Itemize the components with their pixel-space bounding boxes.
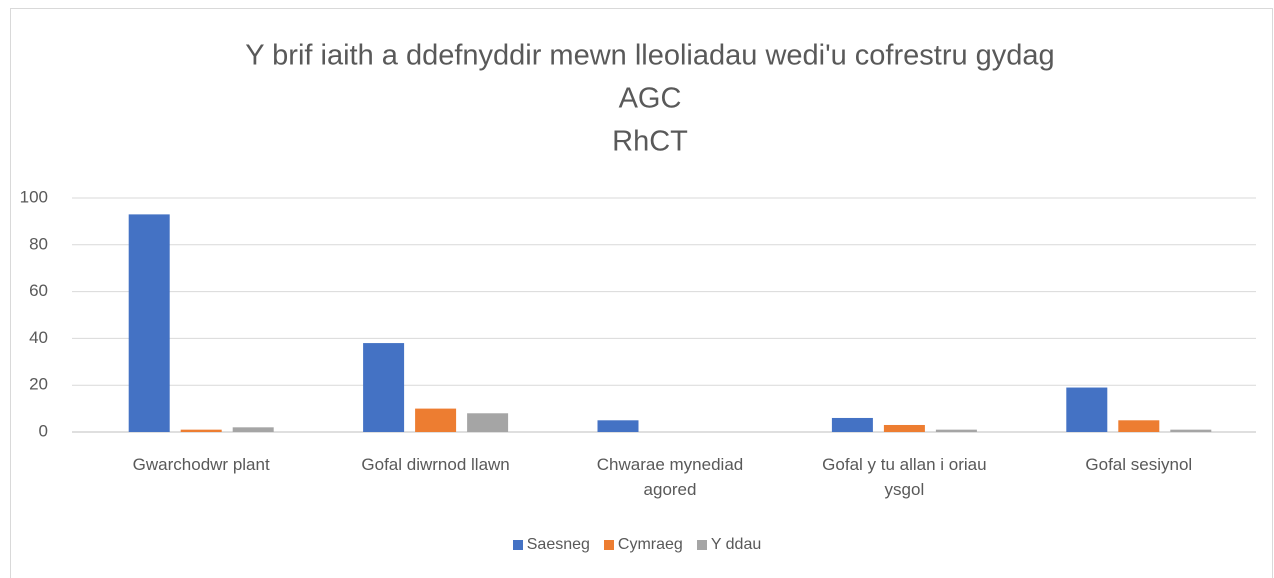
bar — [180, 429, 222, 432]
bar — [1170, 429, 1212, 432]
x-tick-label: Gofal diwrnod llawn — [361, 455, 510, 474]
bar — [883, 424, 925, 432]
chart-border — [10, 8, 1273, 578]
bar — [831, 417, 873, 432]
x-tick-label: Chwarae mynediad agored — [596, 455, 744, 499]
y-tick-label: 20 — [29, 375, 48, 394]
bar — [232, 427, 274, 432]
legend-item: Saesneg — [512, 536, 590, 554]
chart-title: AGC — [619, 83, 682, 115]
chart-title: RhCT — [612, 126, 688, 158]
x-tick-label: Gwarchodwr plant — [132, 455, 270, 474]
legend-item: Cymraeg — [603, 536, 683, 554]
y-tick-label: 60 — [29, 281, 48, 300]
legend-swatch — [603, 540, 614, 550]
legend-label: Cymraeg — [617, 536, 683, 553]
y-tick-label: 80 — [29, 234, 48, 253]
legend-swatch — [696, 540, 707, 550]
legend-item: Y ddau — [696, 536, 762, 554]
x-tick-label: Gofal y tu allan i oriau ysgol — [822, 455, 987, 499]
bar — [597, 420, 639, 432]
chart-title: Y brif iaith a ddefnyddir mewn lleoliada… — [245, 40, 1054, 72]
y-tick-label: 100 — [20, 187, 48, 206]
bar — [935, 429, 977, 432]
legend: Saesneg Cymraeg Y ddau — [0, 536, 1274, 554]
legend-label: Saesneg — [526, 536, 590, 553]
x-tick-label: Gofal sesiynol — [1085, 455, 1193, 474]
y-tick-label: 0 — [39, 421, 48, 440]
bar — [363, 343, 405, 432]
bar — [1066, 387, 1108, 432]
bar — [128, 214, 170, 432]
bar — [1118, 420, 1160, 432]
legend-swatch — [512, 540, 523, 550]
y-tick-label: 40 — [29, 328, 48, 347]
bar — [467, 413, 509, 432]
legend-label: Y ddau — [710, 536, 762, 553]
bar — [415, 408, 457, 432]
